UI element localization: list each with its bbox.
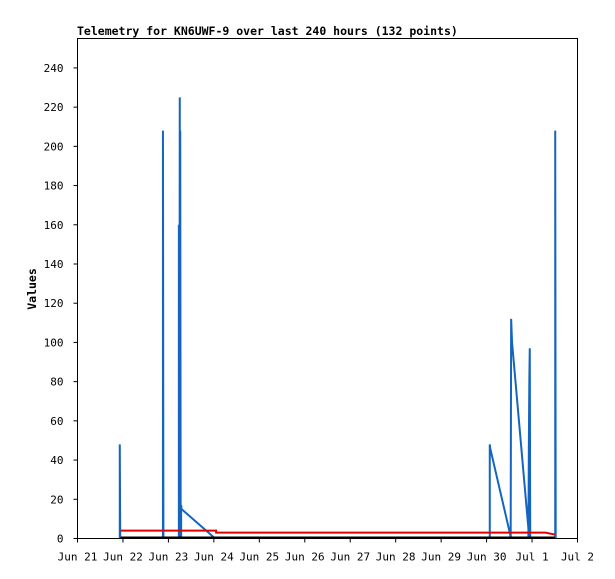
x-tick-label: Jun 23: [149, 551, 189, 564]
y-tick-label: 60: [50, 415, 63, 428]
chart-title: Telemetry for KN6UWF-9 over last 240 hou…: [77, 24, 458, 38]
x-tick-label: Jun 28: [376, 551, 416, 564]
x-tick-label: Jun 21: [58, 551, 98, 564]
series-line-2: [120, 529, 555, 536]
y-tick-label: 120: [44, 297, 64, 310]
series-line-1: [118, 97, 557, 539]
x-tick-label: Jun 27: [330, 551, 370, 564]
y-tick-label: 200: [44, 140, 64, 153]
y-tick-label: 240: [44, 62, 64, 75]
x-tick-label: Jun 24: [194, 551, 234, 564]
x-tick-label: Jul 1: [515, 551, 548, 564]
x-axis: Jun 21 Jun 22 Jun 23 Jun 24 Jun 25 Jun 26 Jun …: [58, 538, 594, 564]
y-tick-label: 220: [44, 101, 64, 114]
x-tick-label: Jun 30: [467, 551, 507, 564]
y-tick-label: 140: [44, 258, 64, 271]
x-tick-label: Jun 22: [103, 551, 143, 564]
x-tick-label: Jul 2: [561, 551, 594, 564]
y-tick-label: 40: [50, 454, 63, 467]
plot-frame: [77, 38, 578, 539]
y-tick-label: 180: [44, 180, 64, 193]
y-axis: 0 20 40 60 80 100 120 140 160 180 200 220 240: [44, 62, 78, 546]
y-axis-label: Values: [25, 268, 39, 310]
x-tick-label: Jun 26: [285, 551, 325, 564]
y-tick-label: 80: [50, 376, 63, 389]
x-tick-label: Jun 29: [421, 551, 461, 564]
y-tick-label: 160: [44, 219, 64, 232]
y-tick-label: 20: [50, 493, 63, 506]
x-tick-label: Jun 25: [239, 551, 279, 564]
y-tick-label: 0: [57, 533, 64, 546]
y-tick-label: 100: [44, 336, 64, 349]
series-layer: [118, 97, 557, 539]
